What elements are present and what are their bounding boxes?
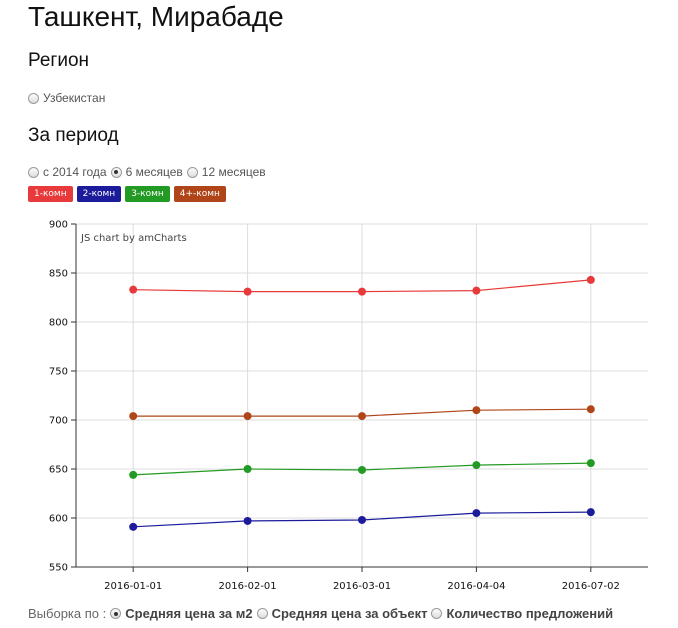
selection-option-label: Средняя цена за объект (271, 606, 428, 621)
region-heading: Регион (28, 50, 90, 71)
data-point[interactable] (129, 470, 138, 479)
y-tick-label: 550 (49, 563, 68, 574)
y-tick-label: 750 (49, 367, 68, 378)
selection-radio-price-per-m2[interactable] (110, 608, 122, 619)
y-tick-label: 600 (49, 514, 68, 525)
data-point[interactable] (243, 287, 252, 296)
period-option-label: 6 месяцев (125, 165, 183, 179)
selection-option-label: Средняя цена за м2 (125, 606, 253, 621)
data-point[interactable] (129, 285, 138, 294)
period-options: с 2014 года 6 месяцев 12 месяцев (28, 165, 270, 179)
period-option-label: 12 месяцев (201, 165, 266, 179)
page-title: Ташкент, Мирабаде (28, 1, 284, 32)
selection-option-offer-count[interactable]: Количество предложений (431, 606, 613, 621)
y-tick-label: 700 (49, 416, 68, 427)
data-point[interactable] (243, 412, 252, 421)
chart-axes: 550 600 650 700 750 800 850 900 2016-01-01 2016-0… (49, 220, 648, 592)
data-point[interactable] (129, 522, 138, 531)
selection-option-price-per-object[interactable]: Средняя цена за объект (256, 606, 428, 621)
data-point[interactable] (586, 459, 595, 468)
chart-grid (76, 223, 648, 568)
legend-1-room[interactable]: 1-комн (28, 186, 73, 202)
x-tick-label: 2016-07-02 (562, 581, 620, 592)
selection-option-price-per-m2[interactable]: Средняя цена за м2 (110, 606, 253, 621)
region-option-label: Узбекистан (43, 91, 106, 105)
chart-series (129, 275, 595, 531)
data-point[interactable] (586, 275, 595, 284)
data-point[interactable] (358, 465, 366, 474)
region-radio-uzbekistan[interactable] (28, 92, 39, 104)
period-option-since-2014[interactable]: с 2014 года (28, 165, 107, 179)
data-point[interactable] (472, 509, 481, 518)
period-heading: За период (28, 125, 119, 146)
period-radio-6-months[interactable] (110, 166, 122, 178)
period-radio-since-2014[interactable] (28, 166, 39, 178)
data-point[interactable] (472, 461, 481, 470)
y-tick-label: 900 (49, 220, 68, 231)
selection-option-label: Количество предложений (446, 606, 614, 621)
data-point[interactable] (586, 508, 595, 517)
selection-label: Выборка по : (28, 606, 107, 621)
selection-radio-price-per-object[interactable] (256, 608, 268, 619)
data-point[interactable] (472, 286, 481, 295)
amcharts-credit[interactable]: JS chart by amCharts (80, 233, 187, 244)
period-option-label: с 2014 года (43, 165, 107, 179)
selection-radio-offer-count[interactable] (431, 608, 443, 619)
data-point[interactable] (358, 412, 366, 421)
x-tick-label: 2016-02-01 (219, 581, 277, 592)
data-point[interactable] (586, 405, 595, 414)
x-tick-label: 2016-04-04 (447, 581, 505, 592)
period-option-12-months[interactable]: 12 месяцев (186, 165, 266, 179)
x-tick-label: 2016-01-01 (104, 581, 162, 592)
selection-row: Выборка по : Средняя цена за м2 Средняя … (28, 606, 613, 621)
data-point[interactable] (243, 465, 252, 473)
legend-3-room[interactable]: 3-комн (125, 186, 170, 202)
period-option-6-months[interactable]: 6 месяцев (110, 165, 183, 179)
period-radio-12-months[interactable] (186, 166, 198, 178)
region-options: Узбекистан (28, 91, 105, 105)
data-point[interactable] (129, 412, 138, 421)
x-tick-label: 2016-03-01 (333, 581, 391, 592)
y-tick-label: 850 (49, 269, 68, 280)
data-point[interactable] (243, 516, 252, 525)
data-point[interactable] (358, 287, 366, 296)
y-tick-label: 650 (49, 465, 68, 476)
data-point[interactable] (472, 406, 481, 415)
price-line-chart: 550 600 650 700 750 800 850 900 2016-01-01 2016-0… (49, 220, 648, 592)
legend-4plus-room[interactable]: 4+-комн (173, 186, 226, 202)
y-tick-label: 800 (49, 318, 68, 329)
chart-legend: 1-комн 2-комн 3-комн 4+-комн (28, 186, 226, 202)
legend-2-room[interactable]: 2-комн (76, 186, 122, 202)
data-point[interactable] (358, 515, 366, 524)
